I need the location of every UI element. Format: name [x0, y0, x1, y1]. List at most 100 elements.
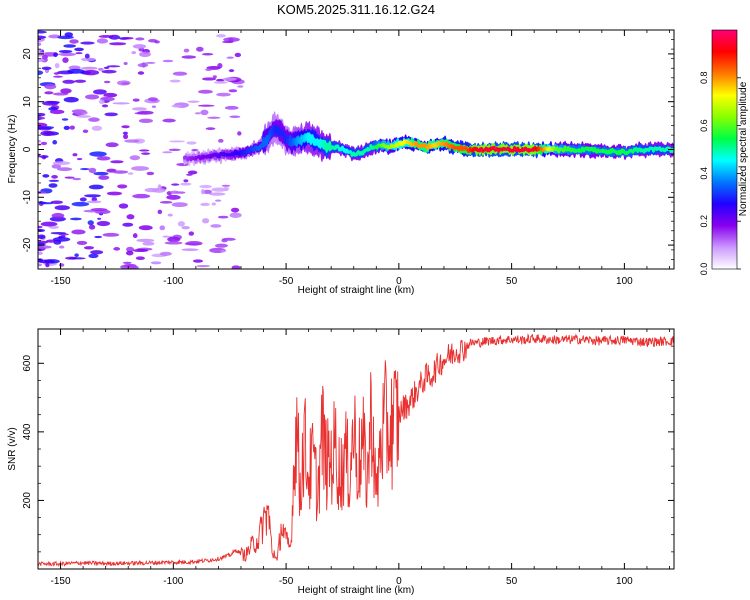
noise-blob [105, 142, 119, 148]
noise-blob [98, 67, 104, 71]
noise-blob [38, 112, 46, 117]
noise-blob [82, 129, 89, 134]
y-tick-label: 20 [22, 48, 33, 60]
noise-blob [74, 110, 88, 116]
noise-blob [112, 170, 129, 174]
noise-blob [221, 184, 231, 187]
noise-blob [186, 141, 197, 145]
noise-blob [54, 205, 70, 211]
noise-blob [48, 183, 58, 188]
noise-blob [38, 225, 43, 229]
x-tick-label: 50 [506, 576, 518, 587]
snr-panel: -150 -100 -50 0 50 100 200 400 600 Height of str… [7, 328, 675, 596]
noise-blob [216, 92, 231, 97]
noise-blob [88, 184, 104, 190]
noise-blob [103, 80, 111, 84]
noise-blob [229, 115, 241, 119]
noise-blob [121, 125, 130, 129]
noise-blob [66, 68, 85, 74]
noise-blob [138, 225, 153, 231]
noise-blob [117, 184, 128, 189]
noise-blob [109, 42, 127, 46]
noise-blob [98, 99, 105, 105]
noise-blob [88, 167, 97, 174]
noise-blob [126, 214, 135, 220]
noise-blob [38, 30, 47, 34]
x-tick-label: -100 [163, 576, 183, 587]
noise-blob [200, 189, 205, 195]
noise-blob [171, 202, 188, 208]
spectrogram-content [38, 30, 674, 269]
noise-blob [91, 197, 98, 202]
noise-blob [58, 245, 65, 249]
x-tick-label: -100 [163, 276, 183, 287]
noise-blob [108, 34, 121, 40]
y-tick-label: 400 [22, 423, 33, 440]
snr-series-line [38, 333, 674, 568]
noise-blob [93, 89, 107, 95]
colorbar-tick-label: 0.6 [699, 119, 709, 132]
noise-blob [53, 72, 60, 75]
noise-blob [231, 265, 241, 269]
noise-blob [38, 122, 48, 128]
noise-blob [104, 112, 118, 117]
noise-blob [80, 41, 95, 45]
noise-blob [142, 241, 155, 246]
y-tick-label: -10 [22, 190, 33, 205]
noise-blob [51, 174, 58, 179]
noise-blob [72, 177, 82, 181]
noise-blob [69, 39, 79, 44]
noise-blob [49, 109, 65, 115]
noise-blob [212, 75, 217, 79]
noise-blob [87, 220, 94, 226]
y-tick-label: 0 [22, 146, 33, 152]
noise-blob [126, 246, 135, 253]
noise-blob [48, 225, 60, 229]
noise-blob [207, 116, 221, 119]
y-tick-label: -20 [22, 237, 33, 252]
noise-blob [157, 184, 162, 190]
noise-blob [122, 261, 132, 264]
noise-blob [86, 200, 102, 204]
noise-blob [44, 91, 54, 95]
noise-blob [123, 133, 129, 140]
noise-blob [76, 240, 88, 245]
noise-blob [98, 175, 110, 180]
noise-blob [58, 49, 73, 54]
x-tick-label: -50 [279, 276, 294, 287]
noise-blob [205, 68, 212, 71]
x-tick-label: -150 [51, 576, 71, 587]
noise-blob [45, 262, 50, 268]
noise-blob [68, 65, 81, 71]
noise-blob [171, 183, 180, 186]
noise-blob [198, 89, 213, 94]
colorbar: 0.0 0.2 0.4 0.6 0.8 Normalized spectral ampl… [699, 29, 749, 275]
noise-blob [162, 118, 176, 123]
noise-blob [74, 79, 87, 83]
noise-blob [71, 229, 86, 235]
noise-blob [230, 207, 240, 213]
noise-blob [151, 105, 157, 108]
noise-blob [113, 247, 121, 251]
colorbar-gradient [711, 29, 738, 270]
x-tick-label: 0 [396, 276, 402, 287]
noise-blob [82, 69, 100, 76]
noise-blob [217, 62, 223, 69]
noise-blob [180, 182, 192, 186]
noise-blob [38, 35, 47, 40]
noise-blob [90, 250, 104, 255]
noise-blob [61, 235, 66, 238]
noise-blob [76, 157, 83, 161]
noise-blob [69, 125, 75, 130]
noise-blob [84, 194, 101, 198]
noise-blob [38, 191, 47, 194]
colorbar-tick-label: 0.8 [699, 72, 709, 85]
noise-blob [199, 184, 212, 189]
noise-blob [39, 202, 54, 205]
noise-blob [201, 52, 214, 56]
noise-blob [93, 171, 109, 176]
noise-blob [74, 47, 84, 52]
ridge-segment [426, 145, 430, 151]
